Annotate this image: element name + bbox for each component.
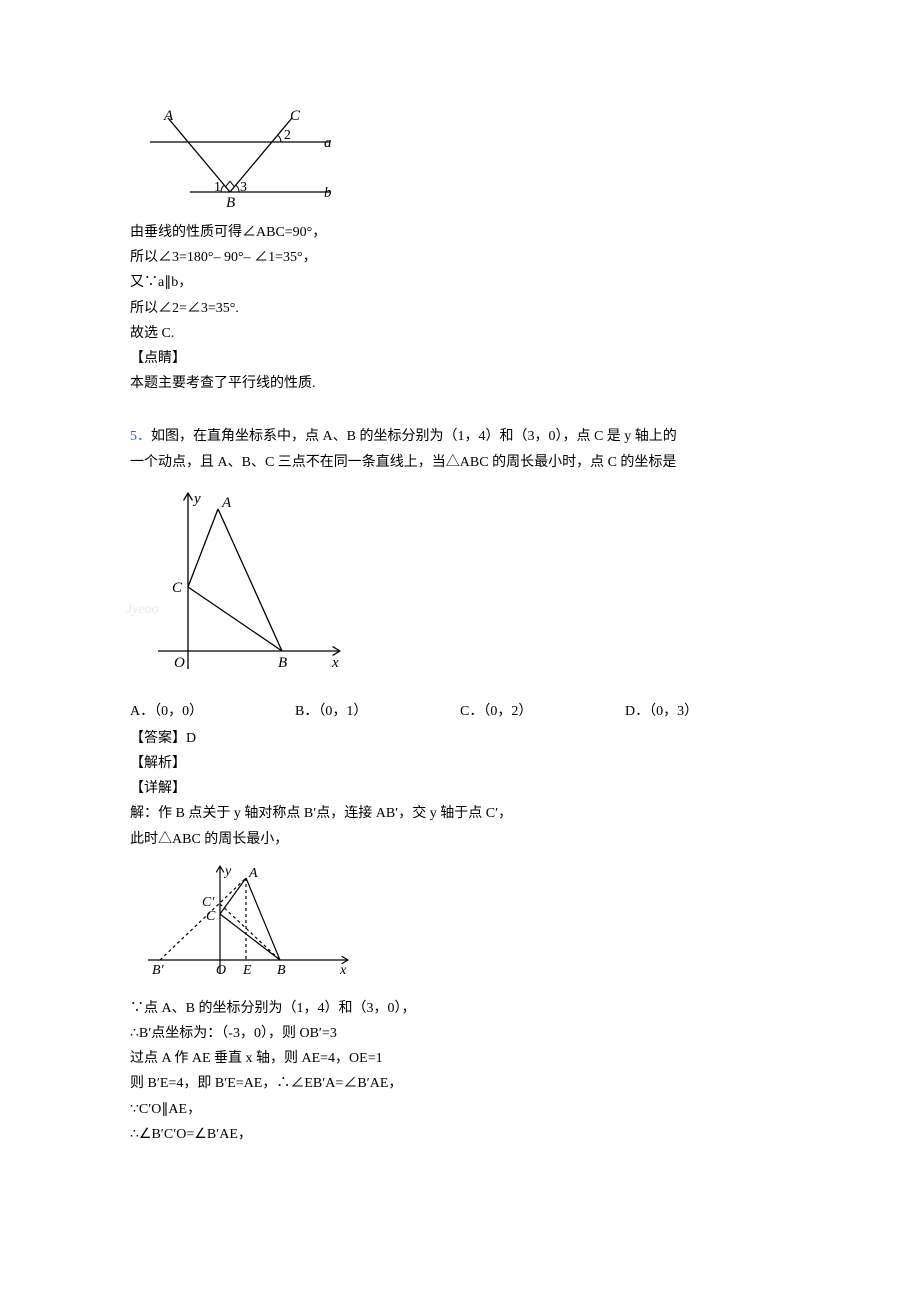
svg-text:1: 1: [214, 180, 221, 195]
q5-option-d: D．（0，3）: [625, 699, 790, 724]
svg-text:B: B: [278, 655, 287, 671]
svg-text:y: y: [192, 491, 201, 507]
figure-reflection-bprime: y x O A B B′ E C′C: [130, 856, 360, 986]
q5-section-analysis: 【解析】: [130, 751, 790, 776]
svg-text:b: b: [324, 185, 332, 201]
svg-text:O: O: [216, 963, 226, 978]
svg-text:y: y: [223, 864, 232, 879]
q5-number: 5．: [130, 429, 151, 444]
svg-text:B: B: [226, 195, 235, 210]
q5-stem1-text: 如图，在直角坐标系中，点 A、B 的坐标分别为（1，4）和（3，0），点 C 是…: [151, 429, 677, 444]
sol1-l1: 由垂线的性质可得∠ABC=90°，: [130, 220, 790, 245]
svg-text:B′: B′: [152, 963, 165, 978]
q5-s7: ∵C′O∥AE，: [130, 1097, 790, 1122]
svg-text:3: 3: [240, 180, 247, 195]
q5-answer: 【答案】D: [130, 726, 790, 751]
q5-s4: ∴B′点坐标为：（-3，0），则 OB′=3: [130, 1021, 790, 1046]
svg-text:C: C: [172, 580, 183, 596]
q5-option-c: C．（0，2）: [460, 699, 625, 724]
svg-text:x: x: [331, 655, 339, 671]
svg-text:C: C: [206, 909, 216, 924]
q5-s2: 此时△ABC 的周长最小，: [130, 827, 790, 852]
svg-text:E: E: [242, 963, 252, 978]
q5-s3: ∵点 A、B 的坐标分别为（1，4）和（3，0），: [130, 996, 790, 1021]
svg-text:B: B: [277, 963, 286, 978]
q5-s6: 则 B′E=4，即 B′E=AE，∴∠EB′A=∠B′AE，: [130, 1071, 790, 1096]
figure-coordinate-abc: y x O A B C: [130, 479, 352, 689]
svg-text:a: a: [324, 135, 332, 151]
svg-text:A: A: [163, 108, 174, 124]
svg-text:O: O: [174, 655, 185, 671]
svg-text:x: x: [339, 963, 347, 978]
svg-text:2: 2: [284, 128, 291, 143]
svg-text:C′: C′: [202, 895, 215, 910]
sol1-l3: 又∵a∥b，: [130, 270, 790, 295]
sol1-l6: 本题主要考查了平行线的性质.: [130, 371, 790, 396]
svg-text:A: A: [221, 495, 232, 511]
answer-label: 【答案】: [130, 731, 186, 746]
q5-section-detail: 【详解】: [130, 776, 790, 801]
q5-stem-line2: 一个动点，且 A、B、C 三点不在同一条直线上，当△ABC 的周长最小时，点 C…: [130, 450, 790, 475]
svg-text:C: C: [290, 108, 301, 124]
q5-s1: 解：作 B 点关于 y 轴对称点 B′点，连接 AB′，交 y 轴于点 C′，: [130, 801, 790, 826]
q5-option-a: A．（0，0）: [130, 699, 295, 724]
figure-lines-ab: 2 A C Ba b 1 3: [130, 104, 338, 210]
sol1-l5: 故选 C.: [130, 321, 790, 346]
q5-option-b: B．（0，1）: [295, 699, 460, 724]
sol1-head: 【点睛】: [130, 346, 790, 371]
q5-s5: 过点 A 作 AE 垂直 x 轴，则 AE=4，OE=1: [130, 1046, 790, 1071]
sol1-l4: 所以∠2=∠3=35°.: [130, 296, 790, 321]
sol1-l2: 所以∠3=180°– 90°– ∠1=35°，: [130, 245, 790, 270]
q5-stem-line1: 5．如图，在直角坐标系中，点 A、B 的坐标分别为（1，4）和（3，0），点 C…: [130, 424, 790, 449]
answer-value: D: [186, 731, 196, 746]
q5-options: A．（0，0） B．（0，1） C．（0，2） D．（0，3）: [130, 699, 790, 724]
q5-s8: ∴∠B′C′O=∠B′AE，: [130, 1122, 790, 1147]
svg-text:A: A: [248, 866, 258, 881]
